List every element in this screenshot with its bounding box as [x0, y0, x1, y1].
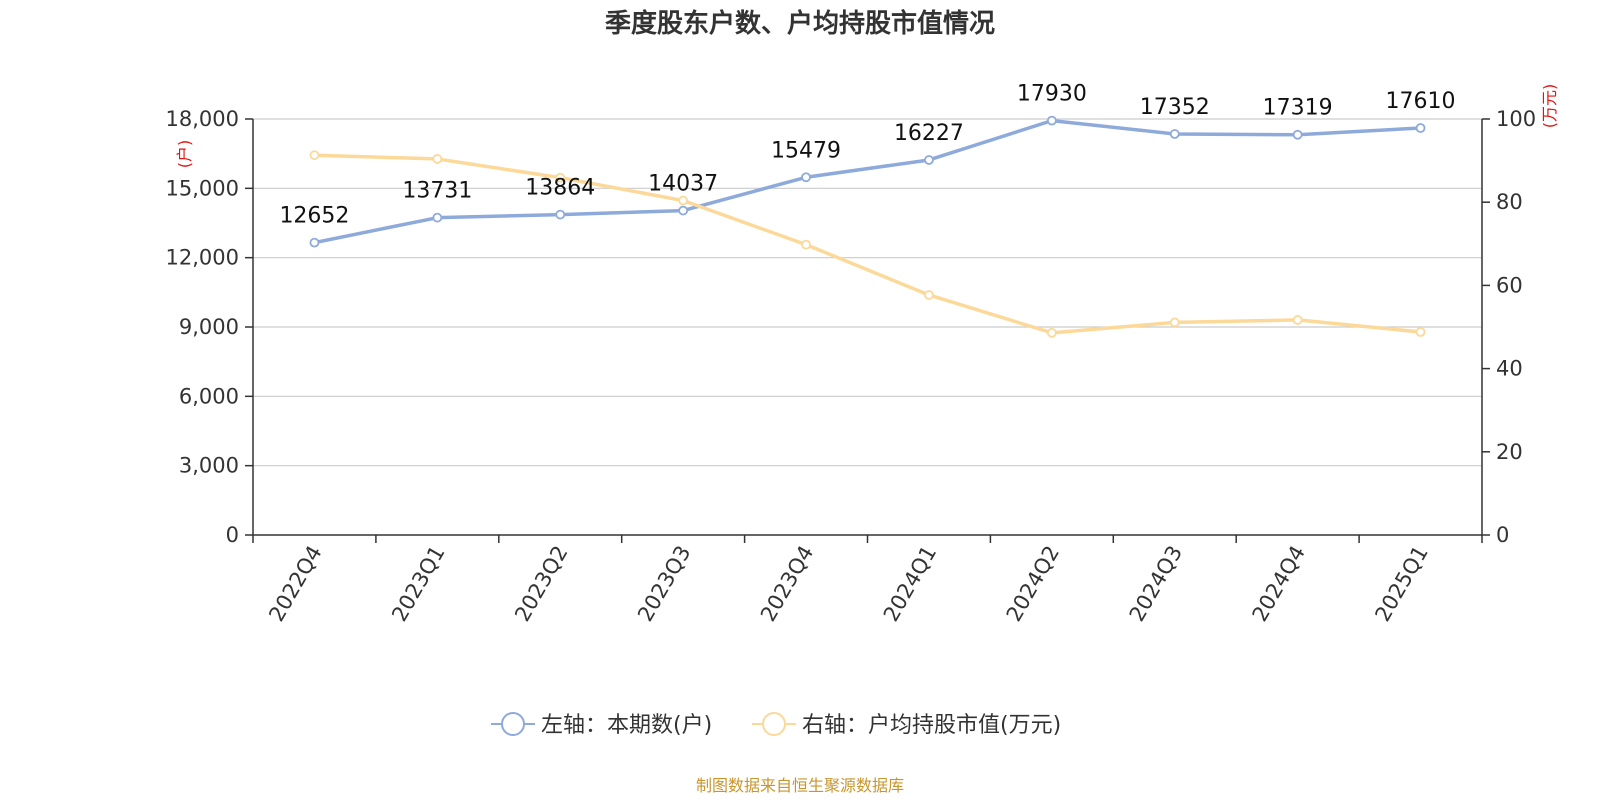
left-tick-label: 12,000 [166, 246, 239, 270]
legend-label: 右轴：户均持股市值(万元) [802, 713, 1061, 738]
series-0-point [1292, 129, 1303, 140]
data-label: 17352 [1140, 95, 1210, 120]
series-line-0 [314, 118, 1421, 245]
left-tick-label: 0 [226, 523, 239, 547]
x-tick-label: 2023Q2 [510, 542, 572, 626]
series-0-point [432, 212, 443, 223]
x-tick-label: 2024Q1 [879, 542, 941, 626]
right-tick-label: 40 [1496, 357, 1523, 381]
left-axis-unit: (户) [175, 140, 194, 169]
x-tick-label: 2024Q2 [1002, 542, 1064, 626]
series-1-point [432, 154, 443, 164]
series-1-point [555, 172, 566, 183]
data-label: 17610 [1386, 89, 1456, 114]
series-0-point [309, 237, 320, 248]
series-line-1 [314, 153, 1421, 335]
series-0-point [801, 172, 811, 183]
data-label: 17930 [1017, 82, 1087, 107]
series-1-point [801, 239, 811, 250]
data-label: 16227 [894, 121, 964, 146]
series-0-point [678, 205, 689, 216]
series-1-point [1415, 327, 1426, 337]
right-tick-label: 0 [1496, 523, 1509, 547]
right-tick-label: 80 [1496, 190, 1523, 214]
series-0-point [1415, 123, 1426, 133]
data-label: 14037 [648, 172, 718, 197]
x-tick-label: 2024Q3 [1125, 542, 1187, 626]
series-layer [309, 115, 1426, 338]
series-1-point [924, 290, 934, 300]
chart-title: 季度股东户数、户均持股市值情况 [605, 8, 995, 39]
x-tick-label: 2022Q4 [264, 542, 326, 626]
axes: 0 3,000 6,000 9,000 12,000 15,000 18,000 0 20 40 6… [166, 84, 1559, 626]
series-0-point [1169, 129, 1180, 139]
left-tick-label: 18,000 [166, 107, 239, 131]
x-tick-label: 2025Q1 [1370, 542, 1432, 626]
x-tick-label: 2024Q4 [1248, 542, 1310, 626]
series-0-point [1046, 115, 1057, 126]
legend: 左轴：本期数(户) 右轴：户均持股市值(万元) [491, 712, 1061, 738]
legend-swatch-marker-1 [762, 712, 786, 736]
data-label: 13864 [525, 176, 595, 201]
series-1-point [1169, 317, 1180, 328]
left-tick-label: 15,000 [166, 176, 239, 200]
left-tick-label: 6,000 [179, 384, 239, 408]
right-tick-label: 60 [1496, 273, 1523, 297]
series-1-point [1046, 327, 1057, 338]
data-label: 17319 [1263, 96, 1333, 121]
x-tick-label: 2023Q4 [756, 542, 818, 626]
x-tick-label: 2023Q1 [387, 542, 449, 626]
left-tick-label: 9,000 [179, 315, 239, 339]
series-1-point [309, 150, 320, 161]
data-label: 12652 [279, 204, 349, 229]
right-axis-unit: (万元) [1540, 84, 1559, 129]
series-1-point [678, 195, 689, 206]
data-label: 13731 [402, 179, 472, 204]
right-tick-label: 100 [1496, 107, 1536, 131]
legend-label: 左轴：本期数(户) [541, 713, 712, 738]
right-tick-label: 20 [1496, 440, 1523, 464]
source-text: 制图数据来自恒生聚源数据库 [696, 776, 904, 795]
labels-layer: 12652 13731 13864 14037 15479 16227 17930 17352… [279, 82, 1455, 229]
data-label: 15479 [771, 138, 841, 163]
series-1-point [1292, 315, 1303, 325]
grid [253, 118, 1482, 467]
left-tick-label: 3,000 [179, 454, 239, 478]
series-0-point [555, 209, 566, 220]
x-tick-label: 2023Q3 [633, 542, 695, 626]
legend-swatch-marker-0 [501, 712, 525, 736]
series-0-point [924, 155, 934, 165]
